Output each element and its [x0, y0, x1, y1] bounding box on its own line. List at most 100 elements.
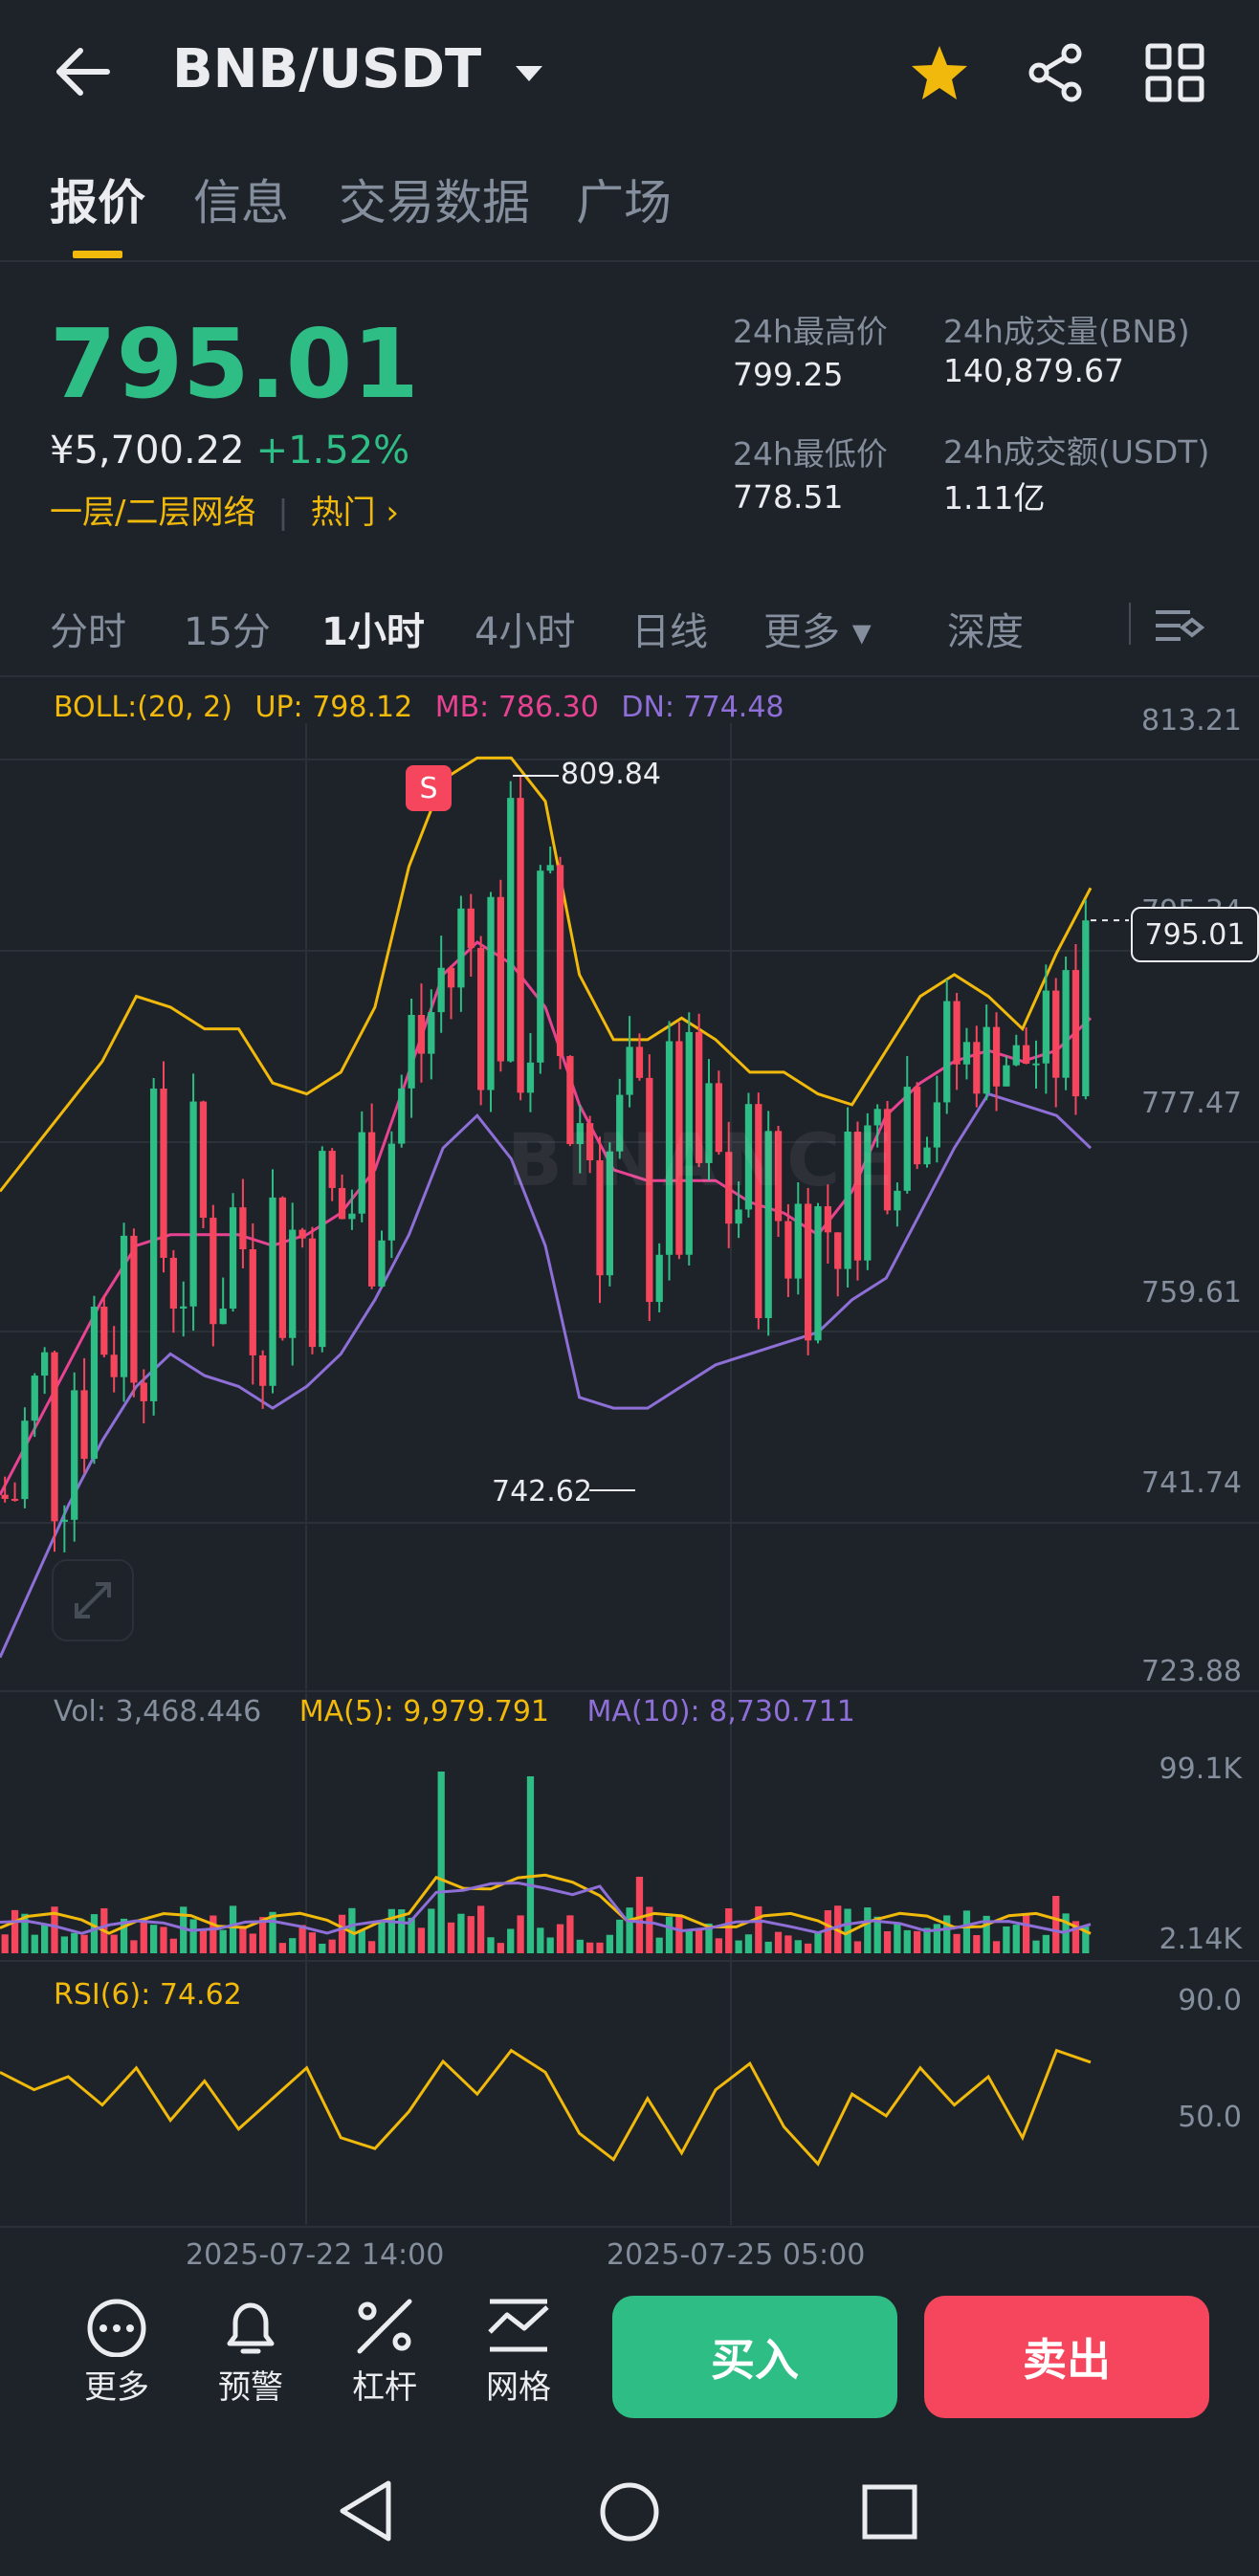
volume-bar	[477, 1905, 485, 1953]
current-price-tag: 795.01	[1131, 907, 1259, 962]
tf-depth[interactable]: 深度	[947, 610, 1024, 654]
chart-settings-icon	[1156, 610, 1205, 641]
tf-15m[interactable]: 15分	[184, 610, 271, 654]
chart-settings-button[interactable]	[1152, 599, 1205, 652]
low-marker: 742.62	[492, 1475, 592, 1508]
volume-bar	[1062, 1913, 1070, 1953]
volume-bar	[60, 1936, 68, 1953]
volume-bar	[864, 1907, 872, 1953]
candle-body	[189, 1101, 197, 1307]
candle-body	[1062, 970, 1070, 1078]
volume-bar	[903, 1929, 911, 1953]
volume-bar	[696, 1928, 703, 1953]
volume-legend: Vol: 3,468.446 MA(5): 9,979.791 MA(10): …	[54, 1695, 855, 1728]
volume-bar	[319, 1943, 326, 1953]
nav-home-button[interactable]	[593, 2476, 666, 2548]
grid-bot-icon	[488, 2299, 549, 2352]
tf-1h[interactable]: 1小时	[321, 610, 425, 654]
volume-bar	[130, 1940, 138, 1953]
candle-body	[844, 1132, 851, 1269]
candle-body	[1012, 1045, 1020, 1066]
volume-bar	[210, 1915, 217, 1953]
nav-back-button[interactable]	[329, 2477, 406, 2544]
candle-body	[199, 1101, 208, 1219]
buy-button[interactable]: 买入	[612, 2296, 897, 2418]
volume-bar	[1, 1934, 9, 1953]
candle-body	[894, 1190, 901, 1211]
tf-time-share[interactable]: 分时	[50, 610, 126, 654]
favorite-button[interactable]	[909, 42, 970, 103]
candle-body	[80, 1390, 88, 1460]
volume-bar	[199, 1929, 208, 1953]
pair-title: BNB/USDT	[172, 38, 482, 100]
nav-recent-button[interactable]	[853, 2477, 926, 2546]
tab-info[interactable]: 信息	[193, 175, 289, 231]
back-button[interactable]	[48, 38, 124, 105]
candle-body	[943, 1001, 951, 1103]
more-button[interactable]: 更多	[50, 2296, 184, 2411]
candle-body	[497, 896, 504, 1062]
candle-body	[566, 1056, 574, 1145]
volume-bar	[1003, 1926, 1010, 1953]
candle-body	[328, 1151, 336, 1188]
high-value: 799.25	[733, 356, 844, 393]
volume-bar	[805, 1943, 812, 1953]
tf-4h[interactable]: 4小时	[475, 610, 576, 654]
tab-square[interactable]: 广场	[576, 175, 672, 231]
candle-body	[933, 1102, 940, 1148]
expand-icon	[75, 1582, 111, 1618]
grid-trading-button[interactable]: 网格	[452, 2296, 585, 2411]
candle-body	[210, 1218, 217, 1325]
share-button[interactable]	[1026, 42, 1087, 103]
candle-body	[764, 1131, 772, 1318]
volume-bar	[526, 1776, 535, 1953]
network-tag[interactable]: 一层/二层网络	[50, 494, 256, 532]
volume-bar	[31, 1934, 38, 1953]
sell-button[interactable]: 卖出	[924, 2296, 1209, 2418]
candle-body	[417, 1014, 426, 1054]
volume-bar	[705, 1923, 713, 1953]
fullscreen-button[interactable]	[52, 1559, 134, 1641]
volume-bar	[646, 1906, 653, 1953]
hot-tag[interactable]: 热门 ›	[310, 494, 399, 532]
volume-bar	[824, 1910, 831, 1953]
leverage-button[interactable]: 杠杆	[318, 2296, 452, 2411]
price-tick-4: 759.61	[1141, 1276, 1242, 1310]
tab-quote[interactable]: 报价	[50, 175, 145, 231]
vol-bnb-value: 140,879.67	[943, 352, 1124, 389]
tf-daily[interactable]: 日线	[631, 610, 708, 654]
page-tabs: 报价 信息 交易数据 广场	[50, 165, 911, 260]
tab-trading-data[interactable]: 交易数据	[339, 175, 530, 231]
alert-button[interactable]: 预警	[184, 2296, 318, 2411]
bell-icon	[227, 2302, 275, 2354]
volume-bar	[546, 1937, 554, 1953]
x-tick-1: 2025-07-22 14:00	[186, 2238, 445, 2272]
candle-body	[1082, 920, 1090, 1097]
volume-bar	[358, 1929, 365, 1953]
candle-body	[914, 1087, 921, 1165]
volume-bar	[308, 1932, 317, 1953]
rsi-line	[0, 2048, 1092, 2167]
volume-bar	[80, 1934, 88, 1953]
volume-bar	[873, 1916, 881, 1953]
candle-body	[665, 1041, 674, 1255]
leverage-icon	[357, 2299, 412, 2354]
candle-body	[100, 1306, 108, 1355]
layout-grid-button[interactable]	[1144, 42, 1205, 103]
pair-selector[interactable]: BNB/USDT	[172, 38, 548, 100]
vol-tick-max: 99.1K	[1159, 1752, 1242, 1786]
volume-bar	[914, 1930, 921, 1953]
leverage-label: 杠杆	[352, 2368, 417, 2407]
candlestick-chart[interactable]	[0, 689, 1259, 2257]
x-tick-2: 2025-07-25 05:00	[607, 2238, 866, 2272]
candle-body	[784, 1221, 792, 1279]
candle-body	[576, 1123, 584, 1145]
tf-more[interactable]: 更多 ▾	[763, 610, 872, 654]
candle-body	[883, 1109, 892, 1211]
candle-body	[140, 1382, 147, 1401]
volume-bar	[1042, 1934, 1049, 1953]
grid-label: 网格	[486, 2368, 551, 2407]
volume-bar	[606, 1934, 613, 1953]
boll-dn: DN: 774.48	[621, 691, 784, 724]
volume-bar	[566, 1915, 574, 1953]
